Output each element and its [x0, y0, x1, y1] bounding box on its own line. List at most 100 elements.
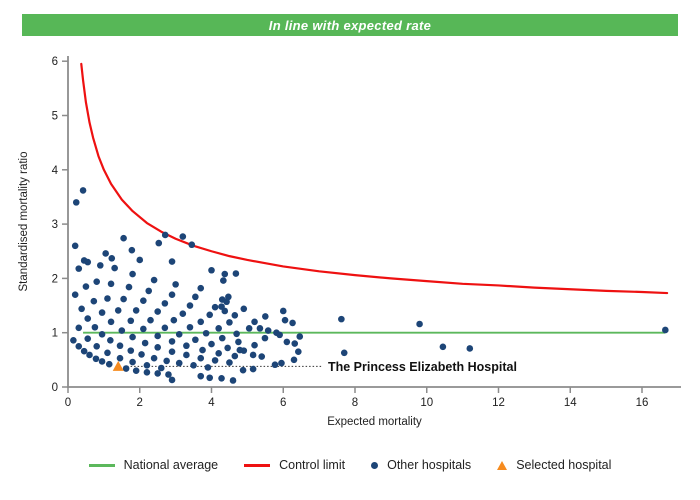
- control-limit-line-icon: [244, 463, 271, 467]
- hospital-point: [466, 345, 474, 352]
- hospital-point: [163, 357, 170, 365]
- hospital-point: [245, 325, 253, 332]
- hospital-point: [204, 364, 212, 371]
- hospital-point: [127, 317, 135, 325]
- hospital-point: [220, 277, 227, 284]
- hospital-point: [256, 325, 264, 332]
- hospital-point: [206, 311, 214, 319]
- hospital-point: [251, 318, 258, 326]
- hospital-point: [199, 346, 206, 354]
- hospital-point: [93, 342, 100, 350]
- legend-label: Other hospitals: [387, 458, 472, 472]
- hospital-point: [104, 349, 111, 357]
- y-tick-label: 4: [52, 165, 59, 177]
- hospital-point: [226, 319, 233, 326]
- hospital-point: [179, 233, 187, 240]
- annotation-label: The Princess Elizabeth Hospital: [328, 360, 517, 374]
- hospital-point: [290, 356, 298, 364]
- legend-label: Selected hospital: [516, 458, 612, 472]
- hospital-point: [116, 342, 124, 350]
- hospital-point: [72, 199, 80, 206]
- hospital-point: [264, 327, 272, 334]
- y-tick-label: 6: [52, 56, 58, 68]
- hospital-point: [107, 280, 115, 288]
- hospital-point: [122, 365, 130, 372]
- hospital-point: [111, 264, 118, 272]
- hospital-point: [91, 323, 99, 331]
- hospital-point: [258, 353, 266, 360]
- status-banner-label: In line with expected rate: [268, 17, 432, 33]
- hospital-point: [197, 318, 205, 326]
- hospital-point: [155, 239, 163, 247]
- hospital-point: [154, 344, 161, 351]
- hospital-point: [231, 312, 239, 319]
- hospital-point: [98, 358, 106, 365]
- hospital-point: [129, 358, 136, 366]
- x-tick-label: 6: [280, 397, 286, 409]
- y-tick-label: 2: [52, 273, 58, 285]
- hospital-point: [279, 307, 287, 315]
- selected-hospital-marker: [112, 360, 124, 371]
- hospital-point: [175, 359, 183, 367]
- hospital-point: [71, 242, 79, 250]
- hospital-point: [98, 309, 106, 316]
- hospital-point: [218, 375, 225, 382]
- x-axis-title: Expected mortality: [327, 416, 422, 428]
- hospital-point: [291, 340, 299, 347]
- hospital-point: [416, 320, 423, 328]
- hospital-point: [197, 372, 205, 380]
- hospital-point: [662, 326, 669, 334]
- x-tick-label: 10: [420, 397, 433, 409]
- hospital-point: [143, 361, 151, 369]
- hospital-point: [150, 276, 158, 284]
- hospital-point: [107, 318, 115, 326]
- hospital-point: [80, 347, 88, 355]
- hospital-point: [261, 334, 269, 342]
- legend-label: National average: [123, 458, 219, 472]
- hospital-point: [338, 315, 345, 323]
- hospital-point: [165, 371, 172, 378]
- hospital-point: [78, 305, 85, 313]
- hospital-point: [168, 338, 176, 345]
- hospital-point: [283, 338, 291, 346]
- hospital-point: [192, 293, 199, 301]
- hospital-point: [128, 246, 136, 254]
- hospital-point: [116, 354, 124, 362]
- hospital-point: [276, 331, 283, 339]
- hospital-point: [141, 339, 149, 347]
- hospital-point: [75, 265, 83, 272]
- hospital-point: [202, 329, 210, 337]
- legend-item-national-average: National average: [88, 458, 219, 472]
- hospital-point: [281, 316, 289, 324]
- hospital-point: [129, 333, 136, 341]
- hospital-point: [168, 258, 176, 265]
- x-tick-label: 12: [492, 397, 505, 409]
- hospital-point: [211, 303, 219, 311]
- legend-item-other-hospitals: Other hospitals: [371, 458, 471, 472]
- hospital-point: [157, 364, 165, 372]
- hospital-point: [233, 330, 240, 338]
- legend-item-selected-hospital: Selected hospital: [497, 458, 611, 472]
- hospital-point: [161, 324, 169, 332]
- hospital-point: [168, 348, 176, 356]
- hospital-point: [127, 347, 135, 354]
- hospital-dot-icon: [371, 461, 379, 469]
- x-tick-label: 2: [137, 397, 143, 409]
- hospital-point: [192, 336, 199, 344]
- control-limit-curve: [80, 62, 669, 295]
- hospital-point: [75, 324, 83, 332]
- hospital-point: [93, 278, 100, 285]
- hospital-point: [289, 319, 296, 327]
- y-tick-label: 1: [52, 328, 58, 340]
- hospital-point: [82, 283, 90, 290]
- national-average-line-icon: [88, 463, 115, 467]
- hospital-point: [120, 234, 127, 242]
- legend-label: Control limit: [279, 458, 346, 472]
- hospital-point: [86, 351, 93, 359]
- hospital-point: [271, 361, 279, 369]
- status-banner: In line with expected rate: [22, 14, 678, 36]
- hospital-point: [138, 351, 145, 358]
- x-tick-label: 16: [636, 397, 649, 409]
- hospital-point: [197, 354, 205, 362]
